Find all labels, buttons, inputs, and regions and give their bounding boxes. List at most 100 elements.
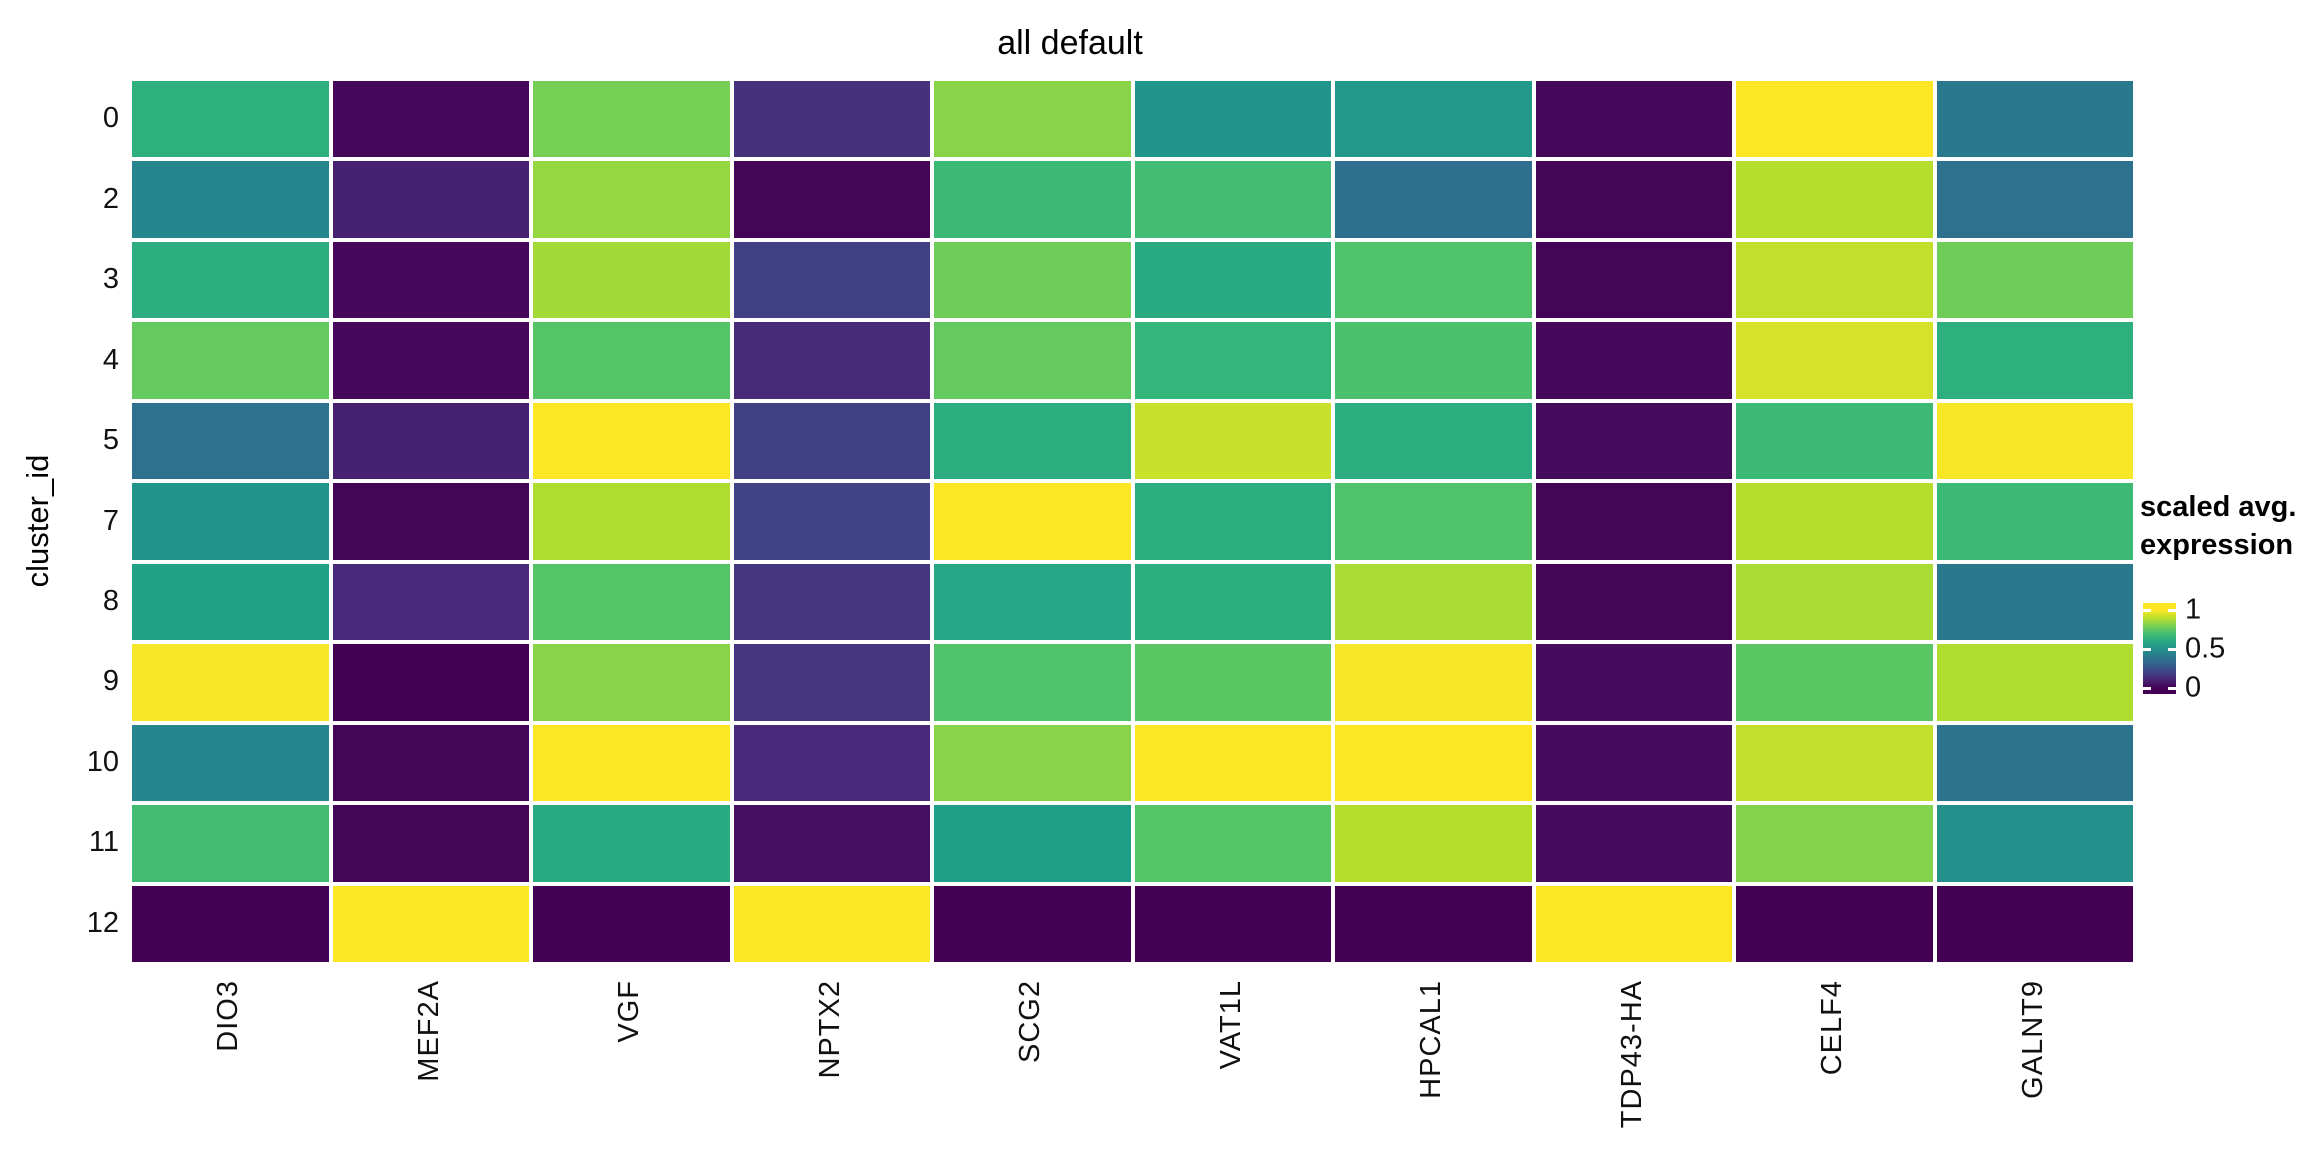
heatmap-cell	[132, 885, 329, 962]
heatmap-cell	[1736, 402, 1933, 480]
legend-tick-label: 0.5	[2185, 632, 2226, 665]
heatmap-cell	[1335, 161, 1532, 238]
x-tick-label: GALNT9	[2016, 980, 2049, 1099]
heatmap-cell	[1134, 241, 1331, 319]
legend-tick-mark	[2143, 608, 2151, 612]
heatmap-cell	[1736, 483, 1933, 560]
heatmap-cell	[733, 563, 930, 641]
heatmap-cell	[1535, 402, 1732, 480]
heatmap-cell	[934, 81, 1131, 158]
heatmap-cell	[533, 81, 730, 158]
legend-tick-label: 0	[2185, 671, 2202, 704]
heatmap-cell	[1736, 885, 1933, 962]
heatmap-cell	[132, 241, 329, 319]
legend-colorbar	[2143, 603, 2176, 694]
heatmap-cell	[1535, 483, 1732, 560]
heatmap-cell	[1936, 81, 2133, 158]
heatmap-cell	[1936, 161, 2133, 238]
heatmap-cell	[1736, 81, 1933, 158]
heatmap-cell	[132, 322, 329, 399]
heatmap-cell	[533, 885, 730, 962]
heatmap-cell	[1736, 161, 1933, 238]
heatmap-cell	[1736, 322, 1933, 399]
heatmap-cell	[533, 644, 730, 721]
heatmap-cell	[332, 81, 529, 158]
heatmap-cell	[332, 644, 529, 721]
heatmap-cell	[1134, 81, 1331, 158]
heatmap-cell	[1134, 885, 1331, 962]
y-tick-label: 9	[102, 665, 119, 698]
heatmap-cell	[1936, 483, 2133, 560]
heatmap-cell	[1134, 724, 1331, 802]
heatmap-cell	[1736, 805, 1933, 882]
heatmap-cell	[332, 885, 529, 962]
heatmap-cell	[132, 402, 329, 480]
heatmap-cell	[533, 563, 730, 641]
heatmap-cell	[1936, 724, 2133, 802]
heatmap-cell	[1936, 322, 2133, 399]
legend-tick-mark	[2143, 686, 2151, 690]
chart-title: all default	[997, 24, 1143, 62]
heatmap-cell	[132, 644, 329, 721]
heatmap-cell	[733, 885, 930, 962]
heatmap-cell	[1936, 402, 2133, 480]
heatmap-cell	[132, 805, 329, 882]
heatmap-cell	[934, 483, 1131, 560]
heatmap-cell	[1535, 885, 1732, 962]
x-tick-label: HPCAL1	[1415, 980, 1448, 1099]
heatmap-cell	[132, 563, 329, 641]
heatmap-cell	[1535, 563, 1732, 641]
x-tick-label: DIO3	[212, 980, 245, 1052]
heatmap-cell	[934, 805, 1131, 882]
heatmap-cell	[1134, 563, 1331, 641]
heatmap-cell	[1535, 805, 1732, 882]
heatmap-cell	[733, 805, 930, 882]
legend-title-line2: expression	[2140, 529, 2294, 561]
heatmap-cell	[132, 161, 329, 238]
heatmap-cell	[332, 322, 529, 399]
heatmap-cell	[332, 402, 529, 480]
heatmap-cell	[332, 805, 529, 882]
heatmap-cell	[1335, 483, 1532, 560]
y-tick-label: 5	[102, 424, 119, 457]
heatmap-cell	[934, 724, 1131, 802]
x-tick-label: VGF	[613, 980, 646, 1043]
y-tick-label: 3	[102, 263, 119, 296]
heatmap-cell	[1936, 885, 2133, 962]
heatmap-cell	[1535, 322, 1732, 399]
heatmap-cell	[533, 805, 730, 882]
heatmap-cell	[1936, 563, 2133, 641]
heatmap-cell	[934, 885, 1131, 962]
heatmap-cell	[332, 724, 529, 802]
heatmap-cell	[1335, 241, 1532, 319]
heatmap-cell	[533, 322, 730, 399]
heatmap-cell	[132, 483, 329, 560]
heatmap-cell	[1736, 724, 1933, 802]
y-tick-label: 7	[102, 504, 119, 537]
heatmap-cell	[733, 402, 930, 480]
heatmap-cell	[934, 563, 1131, 641]
heatmap-cell	[1134, 483, 1331, 560]
y-tick-label: 10	[86, 745, 119, 778]
heatmap-cell	[132, 81, 329, 158]
heatmap-cell	[1335, 885, 1532, 962]
legend-colorbar-area: 1 0.5 0	[2140, 594, 2304, 723]
y-tick-label: 4	[102, 343, 119, 376]
y-tick-label: 2	[102, 182, 119, 215]
heatmap-cell	[1736, 563, 1933, 641]
heatmap-cell	[533, 724, 730, 802]
heatmap-cell	[733, 322, 930, 399]
legend-tick-mark	[2168, 608, 2176, 612]
heatmap-cell	[1134, 161, 1331, 238]
heatmap-cell	[1535, 724, 1732, 802]
legend-title-line1: scaled avg.	[2140, 491, 2297, 523]
heatmap-cell	[733, 483, 930, 560]
heatmap-cell	[1535, 644, 1732, 721]
heatmap-cell	[1535, 81, 1732, 158]
heatmap-cell	[1134, 322, 1331, 399]
y-tick-label: 8	[102, 584, 119, 617]
heatmap-cell	[1335, 402, 1532, 480]
x-tick-label: NPTX2	[813, 980, 846, 1079]
heatmap-cell	[1936, 241, 2133, 319]
